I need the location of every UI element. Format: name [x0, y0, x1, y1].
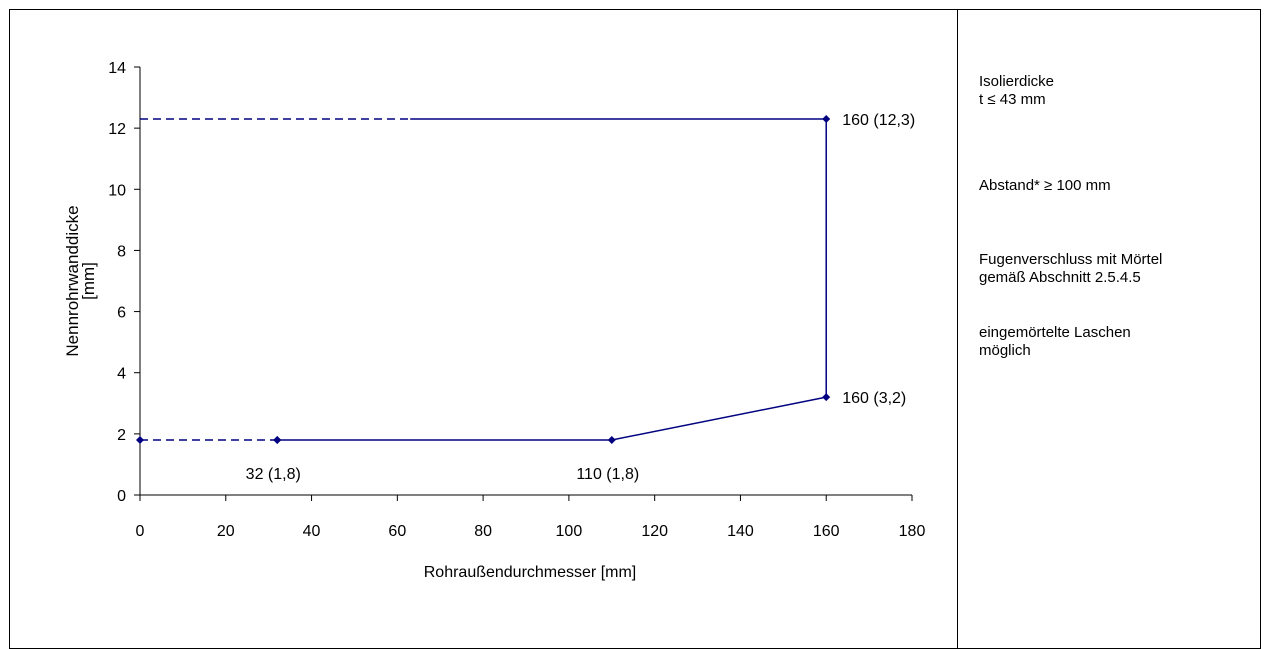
note-joint-seal: Fugenverschluss mit Mörtel gemäß Abschni…: [979, 251, 1163, 286]
y-tick-label: 2: [117, 427, 126, 444]
y-tick-label: 14: [108, 60, 126, 77]
x-tick-label: 100: [556, 523, 583, 540]
series-line: [277, 118, 827, 441]
x-axis-title: Rohraußendurchmesser [mm]: [424, 564, 637, 581]
data-point-marker: [273, 435, 282, 444]
x-tick-label: 140: [727, 523, 754, 540]
x-tick-label: 20: [217, 523, 235, 540]
wall-thickness-chart: 0 20 40 60 80 100 120 140 160 180 0 2 4 6 8 10 12 14 Rohra…: [63, 60, 926, 581]
y-tick-label: 4: [117, 366, 126, 383]
y-axis-title: Nennrohrwanddicke[mm]: [63, 205, 98, 356]
note-mortared-straps: eingemörtelte Laschen möglich: [979, 324, 1131, 359]
data-label: 160 (12,3): [842, 112, 915, 129]
data-label: 160 (3,2): [842, 390, 906, 407]
y-tick-label: 6: [117, 305, 126, 322]
data-point-marker: [136, 435, 144, 444]
data-point-marker: [607, 435, 616, 444]
data-point-marker: [822, 393, 831, 402]
data-label: 110 (1,8): [576, 466, 639, 483]
note-insulation-thickness: Isolierdicke t ≤ 43 mm: [979, 73, 1055, 108]
y-tick-label: 8: [117, 243, 126, 260]
y-tick-label: 0: [117, 488, 126, 505]
y-tick-label: 12: [108, 121, 126, 138]
x-tick-label: 40: [303, 523, 321, 540]
y-tick-label: 10: [108, 182, 126, 199]
x-tick-label: 120: [641, 523, 668, 540]
column-divider: [957, 9, 958, 649]
x-tick-label: 80: [474, 523, 492, 540]
x-tick-label: 180: [899, 523, 926, 540]
x-tick-label: 160: [813, 523, 840, 540]
x-tick-label: 60: [388, 523, 406, 540]
data-label: 32 (1,8): [246, 466, 301, 483]
x-tick-label: 0: [136, 523, 145, 540]
note-distance: Abstand* ≥ 100 mm: [979, 177, 1111, 194]
